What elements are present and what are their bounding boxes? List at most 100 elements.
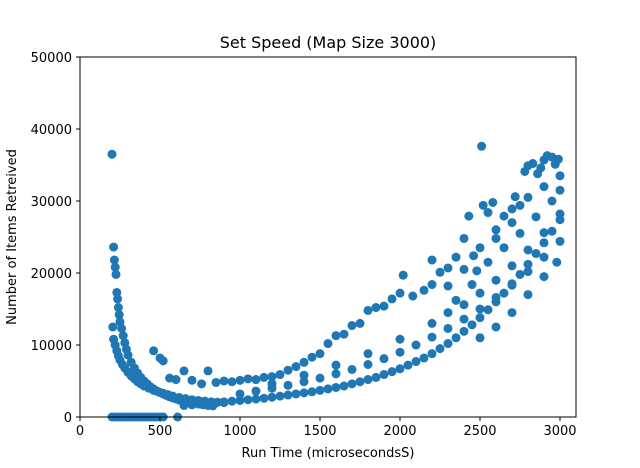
- data-point: [355, 318, 365, 328]
- data-point: [499, 211, 509, 221]
- x-tick-label: 1000: [223, 424, 256, 439]
- data-point: [510, 192, 520, 202]
- data-point: [467, 280, 477, 290]
- data-point: [403, 360, 413, 370]
- data-point: [539, 272, 549, 282]
- plot-frame: [79, 56, 577, 418]
- data-point: [427, 349, 437, 359]
- data-point: [395, 347, 405, 357]
- data-point: [523, 290, 533, 300]
- data-point: [515, 269, 525, 279]
- x-tick-label: 2500: [463, 424, 496, 439]
- x-tick-label: 3000: [543, 424, 576, 439]
- data-point: [219, 397, 229, 407]
- data-point: [283, 390, 293, 400]
- x-tick-label: 0: [76, 424, 84, 439]
- data-point: [411, 357, 421, 367]
- data-point: [355, 377, 365, 387]
- data-point: [523, 245, 533, 255]
- data-point: [475, 333, 485, 343]
- data-point: [427, 255, 437, 265]
- data-point: [427, 280, 437, 290]
- data-point: [459, 233, 469, 243]
- data-point: [459, 300, 469, 310]
- data-point: [523, 267, 533, 277]
- data-point: [553, 154, 563, 164]
- data-point: [243, 395, 253, 405]
- data-point: [227, 396, 237, 406]
- data-point: [451, 252, 461, 262]
- data-point: [195, 399, 205, 409]
- data-point: [488, 197, 498, 207]
- y-axis-ticks: 0 10000 20000 30000 40000 50000: [31, 51, 80, 426]
- data-point: [219, 376, 229, 386]
- data-point: [203, 366, 213, 376]
- data-point: [179, 366, 189, 376]
- data-point: [467, 320, 477, 330]
- x-axis-ticks: 0 500 1000 1500 2000 2500 3000: [76, 417, 577, 439]
- data-point: [507, 308, 517, 318]
- data-point: [331, 382, 341, 392]
- data-point: [371, 303, 381, 313]
- data-point: [251, 375, 261, 385]
- data-point: [267, 379, 277, 389]
- data-point: [451, 295, 461, 305]
- y-tick-label: 10000: [31, 339, 72, 354]
- data-point: [235, 395, 245, 405]
- data-point: [307, 387, 317, 397]
- data-point: [507, 204, 517, 214]
- data-point: [435, 267, 445, 277]
- data-point: [507, 261, 517, 271]
- data-point: [475, 313, 485, 323]
- data-point: [419, 285, 429, 295]
- data-point: [347, 364, 357, 374]
- data-point: [315, 373, 325, 383]
- data-point: [491, 322, 501, 332]
- data-point: [483, 208, 493, 218]
- data-point: [211, 377, 221, 387]
- data-point: [371, 372, 381, 382]
- data-point: [443, 339, 453, 349]
- y-tick-label: 50000: [31, 51, 72, 66]
- data-point: [291, 389, 301, 399]
- data-point: [531, 249, 541, 259]
- data-point: [395, 288, 405, 298]
- data-point: [398, 270, 408, 280]
- data-point: [379, 354, 389, 364]
- data-point: [331, 369, 341, 379]
- data-point: [459, 326, 469, 336]
- data-point: [443, 263, 453, 273]
- data-point: [235, 389, 245, 399]
- data-point: [211, 398, 221, 408]
- data-point: [299, 377, 309, 387]
- chart-title: Set Speed (Map Size 3000): [220, 33, 437, 52]
- data-point: [363, 349, 373, 359]
- data-point: [251, 386, 261, 396]
- data-point: [459, 264, 469, 274]
- data-point: [483, 257, 493, 267]
- data-point: [443, 281, 453, 291]
- data-point: [299, 357, 309, 367]
- data-point: [555, 236, 565, 246]
- data-point: [331, 360, 341, 370]
- data-point: [259, 372, 269, 382]
- x-tick-label: 500: [148, 424, 173, 439]
- data-point: [251, 394, 261, 404]
- data-point: [387, 294, 397, 304]
- data-point: [243, 374, 253, 384]
- data-point: [267, 392, 277, 402]
- data-point: [283, 380, 293, 390]
- data-point: [499, 243, 509, 253]
- data-point: [315, 385, 325, 395]
- data-point: [275, 391, 285, 401]
- data-point: [235, 375, 245, 385]
- data-point: [547, 226, 557, 236]
- data-point: [464, 211, 474, 221]
- data-point: [523, 259, 533, 269]
- data-point: [459, 314, 469, 324]
- y-axis-label: Number of Items Retreived: [5, 149, 20, 325]
- data-point: [515, 200, 525, 210]
- data-point: [507, 218, 517, 228]
- x-tick-label: 1500: [303, 424, 336, 439]
